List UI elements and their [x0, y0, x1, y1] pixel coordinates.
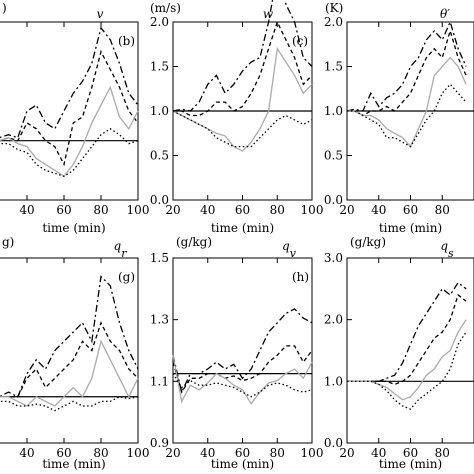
x-axis-label: time (min) — [211, 457, 274, 471]
chart-panel-5: 20 40 60 80 100 0.9 1.1 1.3 1.5 time (min) qv (g/kg… — [150, 235, 324, 471]
x-tick-label: 60 — [403, 203, 418, 217]
chart-panel-0: 20406080100time (min)v — [0, 7, 149, 235]
y-tick-label: 0.5 — [150, 149, 169, 163]
cropped-unit-fragment: ) — [2, 1, 7, 15]
x-axis-label: time (min) — [42, 457, 105, 471]
panel-label: (c) — [292, 34, 308, 48]
x-tick-label: 80 — [270, 203, 285, 217]
y-tick-label: 1.3 — [150, 313, 169, 327]
x-axis-label: time (min) — [42, 221, 105, 235]
series-line-1 — [0, 275, 139, 398]
y-tick-label: 0.0 — [324, 193, 343, 207]
series-line-1 — [347, 281, 467, 382]
y-unit-label: (m/s) — [150, 1, 181, 15]
x-tick-label: 40 — [200, 203, 215, 217]
y-unit-label: g) — [2, 235, 14, 249]
x-tick-label: 40 — [371, 446, 386, 460]
x-tick-label: 80 — [93, 446, 108, 460]
series-line-3 — [347, 319, 467, 401]
x-axis-label: time (min) — [379, 457, 442, 471]
y-unit-label: (K) — [325, 1, 343, 15]
x-tick-label: 80 — [93, 203, 108, 217]
x-tick-label: 100 — [301, 203, 324, 217]
x-tick-label: 80 — [435, 446, 450, 460]
y-tick-label: 0.0 — [150, 193, 169, 207]
x-tick-label: 60 — [56, 446, 71, 460]
series-line-2 — [0, 321, 139, 398]
x-tick-label: 20 — [339, 446, 354, 460]
y-tick-label: 1.0 — [324, 374, 343, 388]
series-line-2 — [0, 49, 139, 167]
chart-panel-6: 20 40 60 80 0.0 1.0 2.0 3.0 time (min) qs (g/kg) — [324, 235, 474, 471]
chart-panel-3: 20 40 60 80 0.0 0.5 1.0 1.5 2.0 time (min) θ′ — [324, 7, 474, 235]
x-tick-label: 40 — [19, 446, 34, 460]
series-line-1 — [172, 0, 313, 112]
variable-label: v — [97, 7, 104, 21]
y-tick-label: 2.0 — [324, 15, 343, 29]
series-line-2 — [172, 345, 313, 394]
x-tick-label: 20 — [165, 446, 180, 460]
series-line-2 — [347, 293, 467, 386]
series-line-4 — [0, 396, 139, 412]
variable-label: qv — [282, 239, 297, 260]
y-tick-label: 0.0 — [324, 436, 343, 450]
x-axis-label: time (min) — [211, 221, 274, 235]
variable-label: qs — [440, 239, 454, 260]
x-tick-label: 80 — [270, 446, 285, 460]
y-tick-label: 1.0 — [150, 104, 169, 118]
plot-frame — [0, 257, 139, 444]
x-tick-label: 60 — [235, 203, 250, 217]
x-tick-label: 60 — [56, 203, 71, 217]
variable-label: w — [263, 7, 274, 21]
series-line-1 — [172, 308, 313, 395]
y-unit-label: (g/kg) — [350, 235, 386, 249]
series-line-2 — [347, 28, 467, 117]
plot-frame — [346, 257, 474, 444]
chart-panel-4: 40 60 80 100 time (min) qr g) (g) — [0, 235, 149, 471]
series-line-3 — [172, 354, 313, 405]
series-line-1 — [0, 26, 139, 139]
series-line-2 — [173, 20, 313, 117]
x-tick-label: 40 — [19, 203, 34, 217]
series-line-4 — [347, 331, 467, 410]
y-tick-label: 0.5 — [324, 149, 343, 163]
x-tick-label: 100 — [127, 203, 150, 217]
panel-label: (b) — [118, 34, 135, 48]
series-line-4 — [172, 110, 313, 148]
y-tick-label: 3.0 — [324, 251, 343, 265]
x-tick-label: 100 — [127, 446, 150, 460]
panel-label: (g) — [118, 270, 135, 284]
variable-label: qr — [114, 239, 128, 260]
series-line-4 — [0, 128, 139, 178]
y-tick-label: 1.5 — [150, 60, 169, 74]
x-axis-label: time (min) — [379, 221, 442, 235]
x-tick-label: 20 — [339, 203, 354, 217]
variable-label: θ′ — [440, 7, 450, 21]
x-tick-label: 40 — [200, 446, 215, 460]
y-tick-label: 0.9 — [150, 436, 169, 450]
x-tick-label: 20 — [165, 203, 180, 217]
y-tick-label: 1.0 — [324, 104, 343, 118]
panel-label: (h) — [292, 270, 309, 284]
x-tick-label: 40 — [371, 203, 386, 217]
y-tick-label: 2.0 — [324, 313, 343, 327]
x-tick-label: 100 — [301, 446, 324, 460]
x-tick-label: 60 — [403, 446, 418, 460]
x-tick-label: 80 — [435, 203, 450, 217]
y-unit-label: (g/kg) — [176, 235, 212, 249]
y-tick-label: 1.5 — [150, 251, 169, 265]
x-tick-label: 60 — [235, 446, 250, 460]
series-line-3 — [347, 56, 467, 148]
series-line-3 — [172, 46, 313, 152]
y-tick-label: 1.5 — [324, 60, 343, 74]
plot-frame — [172, 257, 313, 444]
series-line-1 — [346, 20, 467, 112]
y-tick-label: 1.1 — [150, 374, 169, 388]
series-line-4 — [347, 83, 467, 148]
y-tick-label: 2.0 — [150, 15, 169, 29]
series-line-3 — [0, 339, 139, 407]
panel-b-annotations: (m/s) (b) — [118, 1, 181, 48]
